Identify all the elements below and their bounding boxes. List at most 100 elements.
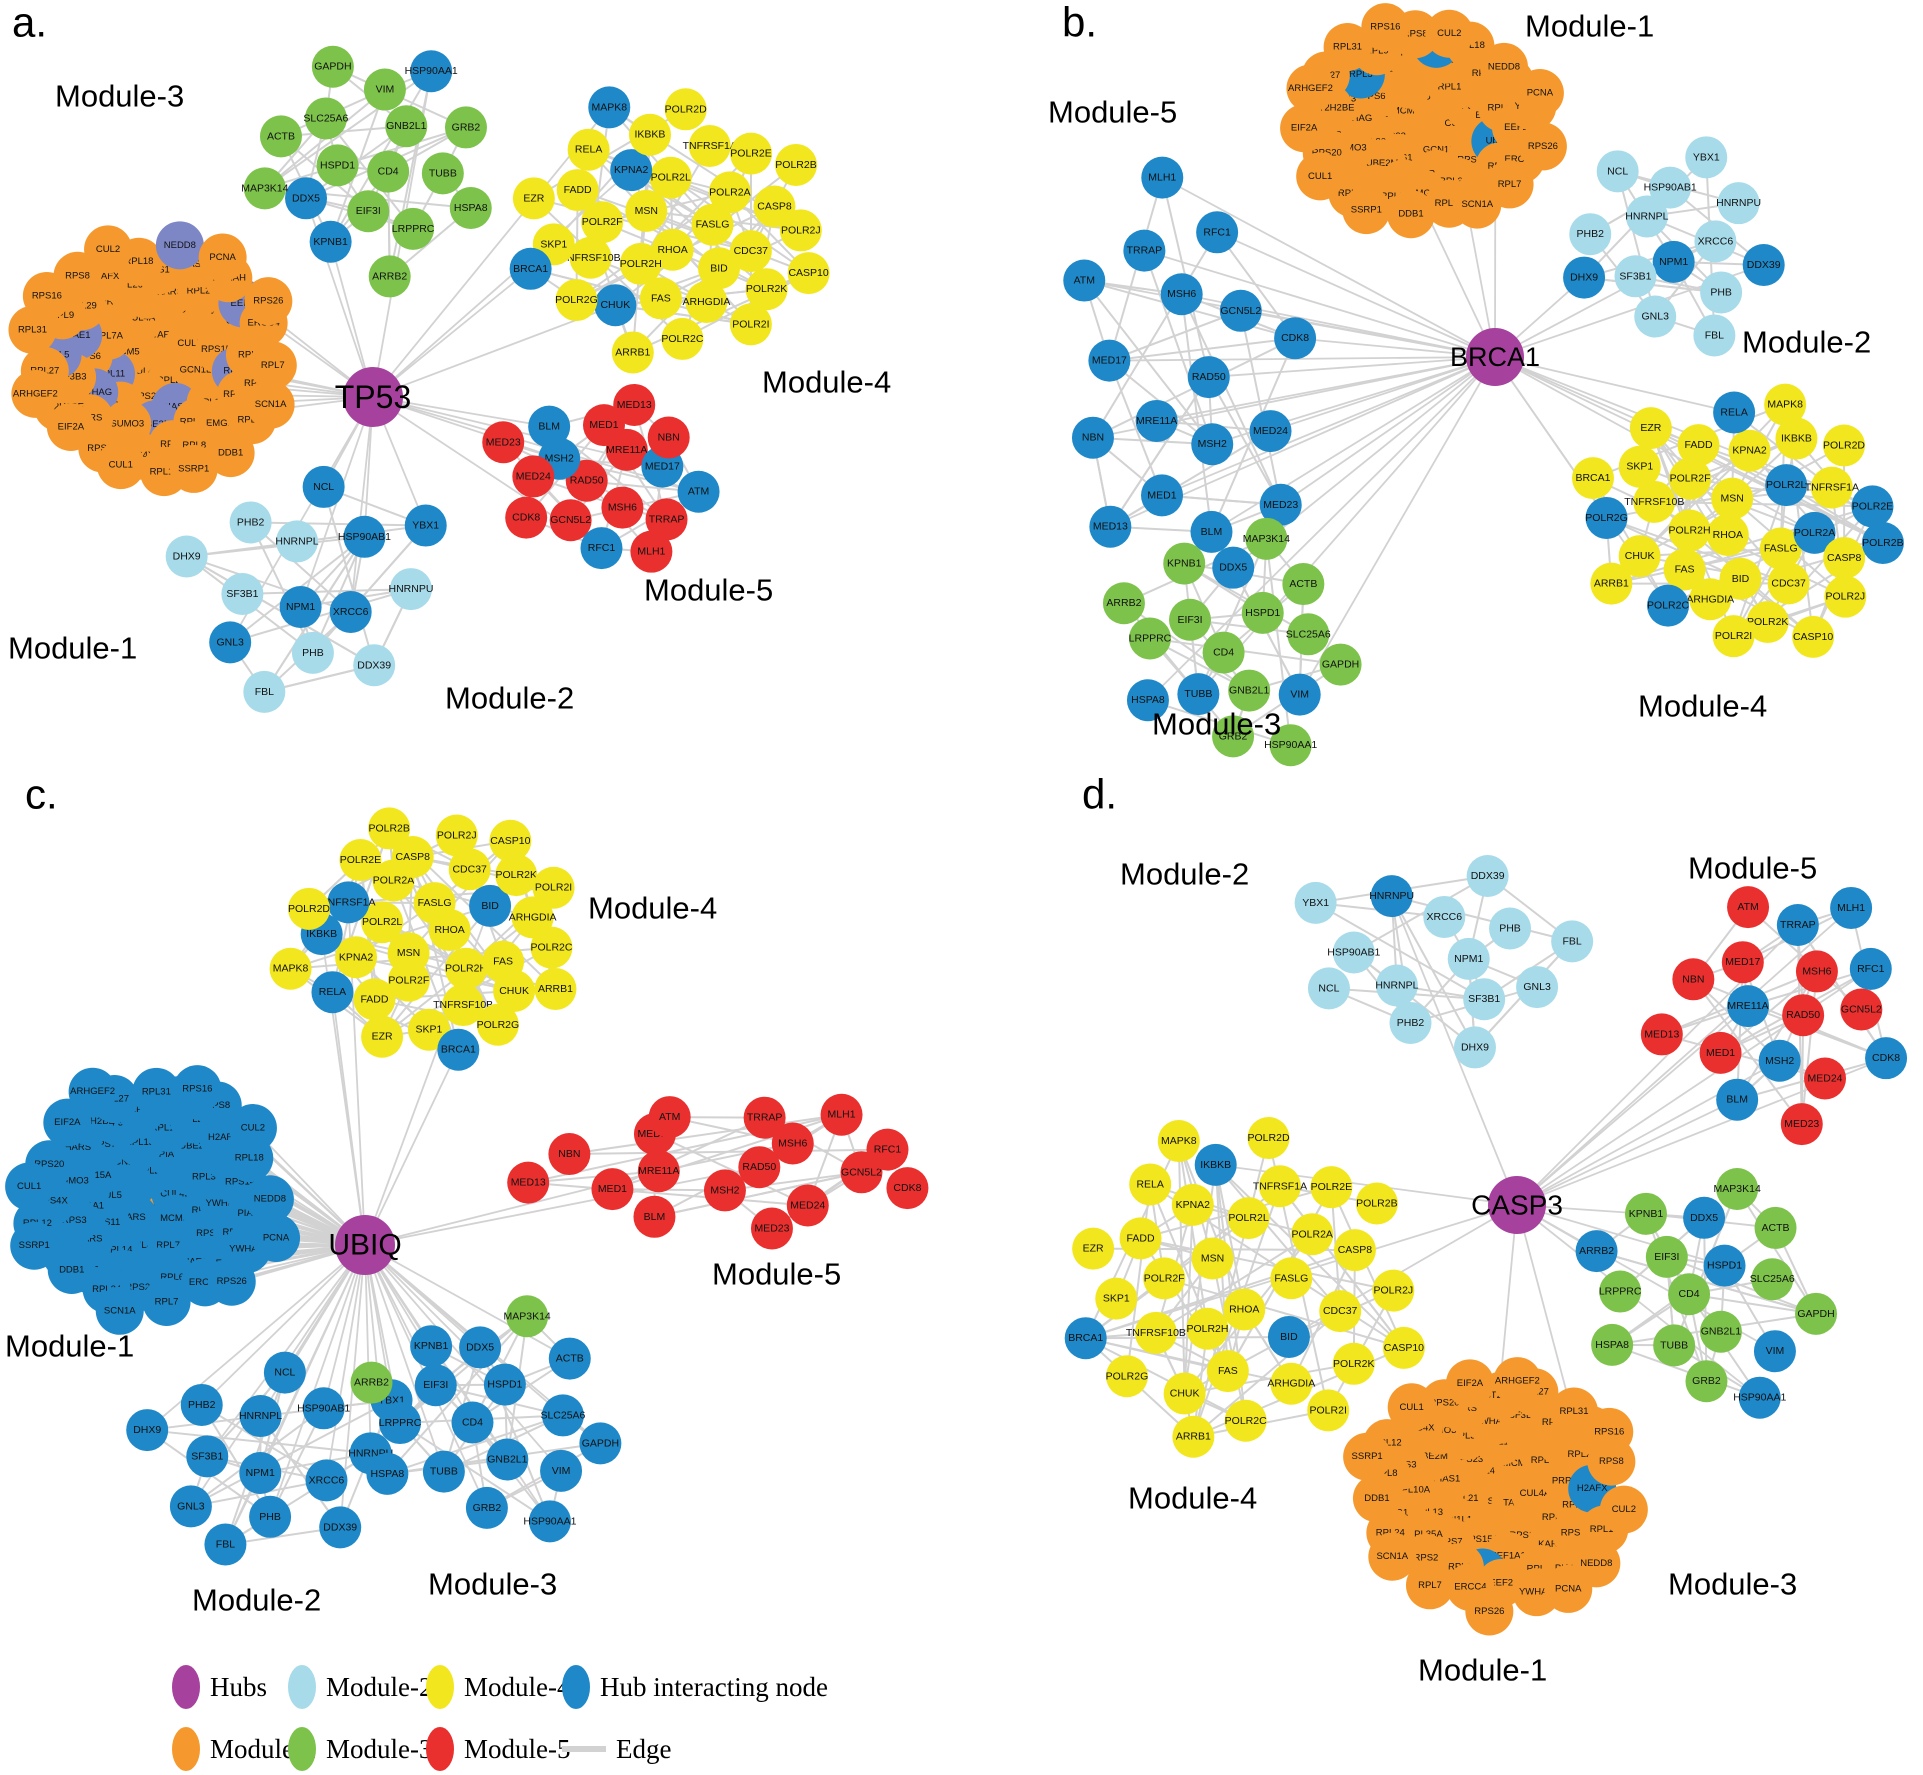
node-ACTB[interactable]: ACTB bbox=[1282, 563, 1325, 606]
node-XRCC6[interactable]: XRCC6 bbox=[1423, 895, 1466, 938]
node-FBL[interactable]: FBL bbox=[1693, 314, 1736, 357]
node-RAD50[interactable]: RAD50 bbox=[738, 1146, 781, 1189]
node-MAP3K14[interactable]: MAP3K14 bbox=[1243, 517, 1290, 560]
node-EZR[interactable]: EZR bbox=[361, 1015, 404, 1058]
node-POLR2E[interactable]: POLR2E bbox=[1851, 485, 1894, 528]
node-FBL[interactable]: FBL bbox=[1551, 920, 1594, 963]
node-EIF3I[interactable]: EIF3I bbox=[414, 1364, 457, 1407]
node-POLR2L[interactable]: POLR2L bbox=[1227, 1197, 1270, 1240]
node-HSPA8[interactable]: HSPA8 bbox=[1126, 679, 1169, 722]
node-SKP1[interactable]: SKP1 bbox=[407, 1008, 450, 1051]
node-SKP1[interactable]: SKP1 bbox=[1618, 445, 1661, 488]
node-POLR2F[interactable]: POLR2F bbox=[1669, 457, 1712, 500]
node-HSP90AA1[interactable]: HSP90AA1 bbox=[523, 1500, 577, 1543]
node-MED13[interactable]: MED13 bbox=[507, 1161, 550, 1204]
node-POLR2B[interactable]: POLR2B bbox=[1355, 1182, 1398, 1225]
node-XRCC6[interactable]: XRCC6 bbox=[1694, 220, 1737, 263]
node-FADD[interactable]: FADD bbox=[556, 169, 599, 212]
node-DDX5[interactable]: DDX5 bbox=[459, 1326, 502, 1369]
node-POLR2G[interactable]: POLR2G bbox=[1106, 1355, 1149, 1398]
node-MSN[interactable]: MSN bbox=[1191, 1237, 1234, 1280]
node-BRCA1[interactable]: BRCA1 bbox=[1064, 1317, 1107, 1360]
node-HSPA8[interactable]: HSPA8 bbox=[366, 1452, 409, 1495]
node-FADD[interactable]: FADD bbox=[353, 978, 396, 1021]
node-POLR2C[interactable]: POLR2C bbox=[661, 317, 704, 360]
node-ARRB2[interactable]: ARRB2 bbox=[368, 255, 411, 298]
node-ARRB1[interactable]: ARRB1 bbox=[611, 331, 654, 374]
node-CUL1[interactable]: CUL1 bbox=[5, 1162, 54, 1211]
node-DDX5[interactable]: DDX5 bbox=[285, 177, 328, 220]
node-PHB2[interactable]: PHB2 bbox=[1389, 1002, 1432, 1045]
node-RHOA[interactable]: RHOA bbox=[1706, 513, 1749, 556]
node-SLC25A6[interactable]: SLC25A6 bbox=[1750, 1258, 1795, 1301]
node-PHB[interactable]: PHB bbox=[291, 631, 334, 674]
hub-node-CASP3[interactable]: CASP3 bbox=[1471, 1176, 1563, 1234]
node-MED13[interactable]: MED13 bbox=[613, 383, 656, 426]
node-ARHGEF2[interactable]: ARHGEF2 bbox=[11, 369, 60, 418]
node-POLR2A[interactable]: POLR2A bbox=[708, 171, 751, 214]
node-FAS[interactable]: FAS bbox=[639, 277, 682, 320]
node-GAPDH[interactable]: GAPDH bbox=[1795, 1292, 1838, 1335]
node-SSRP1[interactable]: SSRP1 bbox=[1343, 1432, 1392, 1481]
node-GCN5L2[interactable]: GCN5L2 bbox=[549, 499, 592, 542]
node-KPNB1[interactable]: KPNB1 bbox=[1163, 542, 1206, 585]
node-HSP90AB1[interactable]: HSP90AB1 bbox=[297, 1387, 350, 1430]
node-POLR2F[interactable]: POLR2F bbox=[581, 201, 624, 244]
node-XRCC6[interactable]: XRCC6 bbox=[329, 590, 372, 633]
node-NEDD8[interactable]: NEDD8 bbox=[1479, 42, 1528, 91]
node-POLR2K[interactable]: POLR2K bbox=[1332, 1342, 1375, 1385]
node-RPS26[interactable]: RPS26 bbox=[1518, 122, 1567, 171]
node-MED23[interactable]: MED23 bbox=[1259, 483, 1302, 526]
node-SF3B1[interactable]: SF3B1 bbox=[1463, 978, 1506, 1021]
node-RELA[interactable]: RELA bbox=[311, 971, 354, 1014]
node-POLR2A[interactable]: POLR2A bbox=[1291, 1213, 1334, 1256]
node-DHX9[interactable]: DHX9 bbox=[126, 1409, 169, 1452]
node-RELA[interactable]: RELA bbox=[1129, 1163, 1172, 1206]
node-MSN[interactable]: MSN bbox=[625, 189, 668, 232]
node-KPNB1[interactable]: KPNB1 bbox=[1624, 1192, 1667, 1235]
node-EIF3I[interactable]: EIF3I bbox=[1169, 598, 1212, 641]
node-POLR2L[interactable]: POLR2L bbox=[361, 901, 404, 944]
node-DDX39[interactable]: DDX39 bbox=[1742, 244, 1785, 287]
node-POLR2D[interactable]: POLR2D bbox=[1823, 424, 1865, 467]
node-HNRNPU[interactable]: HNRNPU bbox=[1716, 182, 1761, 225]
node-PHB2[interactable]: PHB2 bbox=[180, 1383, 223, 1426]
node-POLR2C[interactable]: POLR2C bbox=[1225, 1399, 1267, 1442]
node-FASLG[interactable]: FASLG bbox=[691, 203, 734, 246]
node-EIF2A[interactable]: EIF2A bbox=[46, 403, 95, 452]
node-TUBB[interactable]: TUBB bbox=[1177, 673, 1220, 716]
node-RHOA[interactable]: RHOA bbox=[1223, 1288, 1266, 1331]
node-NPM1[interactable]: NPM1 bbox=[239, 1451, 282, 1494]
node-YBX1[interactable]: YBX1 bbox=[1294, 881, 1337, 924]
node-GNL3[interactable]: GNL3 bbox=[169, 1485, 212, 1528]
node-BRCA1[interactable]: BRCA1 bbox=[1571, 457, 1614, 500]
node-TUBB[interactable]: TUBB bbox=[421, 152, 464, 195]
node-ARHGDIA[interactable]: ARHGDIA bbox=[1267, 1362, 1315, 1405]
node-ACTB[interactable]: ACTB bbox=[548, 1337, 591, 1380]
node-HNRNPL[interactable]: HNRNPL bbox=[239, 1395, 282, 1438]
node-KPNA2[interactable]: KPNA2 bbox=[1728, 429, 1771, 472]
node-NEDD8[interactable]: NEDD8 bbox=[245, 1175, 294, 1224]
node-RFC1[interactable]: RFC1 bbox=[1196, 211, 1239, 254]
node-POLR2B[interactable]: POLR2B bbox=[1861, 521, 1904, 564]
node-PCNA[interactable]: PCNA bbox=[1544, 1564, 1593, 1613]
node-MED23[interactable]: MED23 bbox=[750, 1207, 793, 1250]
node-HSP90AB1[interactable]: HSP90AB1 bbox=[1327, 931, 1381, 974]
node-MED1[interactable]: MED1 bbox=[591, 1168, 634, 1211]
node-BID[interactable]: BID bbox=[469, 884, 512, 927]
node-POLR2B[interactable]: POLR2B bbox=[368, 807, 411, 850]
node-NBN[interactable]: NBN bbox=[647, 416, 690, 459]
node-MAPK8[interactable]: MAPK8 bbox=[588, 86, 631, 129]
node-CDC37[interactable]: CDC37 bbox=[1319, 1290, 1362, 1333]
node-POLR2F[interactable]: POLR2F bbox=[387, 959, 430, 1002]
node-CDC37[interactable]: CDC37 bbox=[1767, 562, 1810, 605]
node-MAP3K14[interactable]: MAP3K14 bbox=[241, 167, 289, 210]
node-NBN[interactable]: NBN bbox=[1672, 958, 1715, 1001]
node-RPL7[interactable]: RPL7 bbox=[248, 341, 297, 390]
node-POLR2D[interactable]: POLR2D bbox=[288, 887, 330, 930]
node-ARRB2[interactable]: ARRB2 bbox=[1102, 582, 1145, 625]
node-CUL1[interactable]: CUL1 bbox=[1387, 1383, 1436, 1432]
node-EZR[interactable]: EZR bbox=[1072, 1227, 1115, 1270]
node-BLM[interactable]: BLM bbox=[528, 405, 571, 448]
node-BID[interactable]: BID bbox=[1267, 1316, 1310, 1359]
